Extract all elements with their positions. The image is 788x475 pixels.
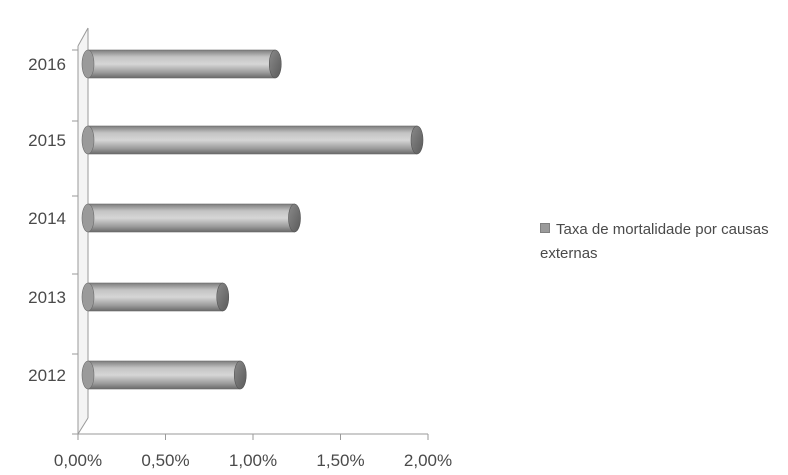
- bars: [81, 49, 424, 390]
- bar: [81, 49, 282, 79]
- bar-start-cap: [81, 125, 95, 155]
- y-tick-label: 2015: [28, 131, 66, 150]
- bar-start-cap: [81, 203, 95, 233]
- bar-end-cap: [268, 49, 282, 79]
- bar: [81, 360, 247, 390]
- bar-end-cap: [233, 360, 247, 390]
- y-tick-label: 2014: [28, 209, 66, 228]
- bar-end-cap: [216, 282, 230, 312]
- bar-body: [87, 360, 241, 390]
- bar: [81, 203, 301, 233]
- bar-body: [87, 282, 224, 312]
- legend-label: Taxa de mortalidade por causas externas: [540, 221, 769, 262]
- bar-start-cap: [81, 49, 95, 79]
- bar-body: [87, 49, 276, 79]
- x-axis-depth-edge: [77, 417, 89, 435]
- bar-body: [87, 125, 418, 155]
- bar-start-cap: [81, 360, 95, 390]
- bar: [81, 125, 424, 155]
- legend-swatch: [540, 223, 550, 234]
- legend: Taxa de mortalidade por causas externas: [540, 218, 780, 266]
- bar-body: [87, 203, 295, 233]
- x-tick-label: 0,00%: [54, 451, 102, 470]
- bar-start-cap: [81, 282, 95, 312]
- x-tick-label: 2,00%: [404, 451, 452, 470]
- y-tick-label: 2012: [28, 366, 66, 385]
- bar-end-cap: [410, 125, 424, 155]
- y-tick-label: 2013: [28, 288, 66, 307]
- y-axis-top-edge: [77, 27, 89, 47]
- bar-end-cap: [288, 203, 301, 233]
- tick-labels: 0,00% 0,50% 1,00% 1,50% 2,00% 2012 2013 2014 201…: [28, 55, 452, 470]
- x-tick-label: 0,50%: [141, 451, 189, 470]
- x-tick-label: 1,00%: [229, 451, 277, 470]
- bar: [81, 282, 230, 312]
- x-tick-label: 1,50%: [316, 451, 364, 470]
- y-tick-label: 2016: [28, 55, 66, 74]
